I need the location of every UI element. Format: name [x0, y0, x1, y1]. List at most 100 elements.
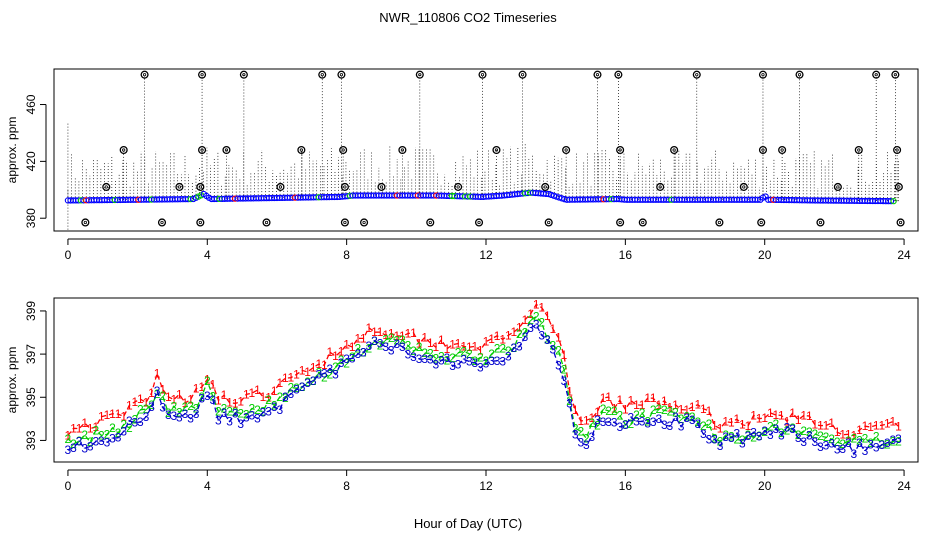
series-2-marker: 2	[472, 354, 479, 368]
series-1-marker: 1	[717, 422, 724, 436]
series-1-marker: 1	[594, 405, 601, 419]
top-outlier-point	[175, 182, 184, 191]
top-outlier-point	[340, 182, 349, 191]
series-2-marker: 2	[388, 331, 395, 345]
series-1-marker: 1	[159, 382, 166, 396]
series-1-marker: 1	[338, 344, 345, 358]
series-1-marker: 1	[449, 338, 456, 352]
series-2-marker: 2	[254, 403, 261, 417]
series-1-marker: 1	[299, 363, 306, 377]
series-2-marker: 2	[81, 428, 88, 442]
series-3-marker: 3	[354, 347, 361, 361]
top-outlier-point	[398, 145, 407, 155]
series-1-marker: 1	[271, 384, 278, 398]
series-1-marker: 1	[778, 408, 785, 422]
series-2-marker: 2	[332, 360, 339, 374]
series-1-marker: 1	[438, 333, 445, 347]
series-1-marker: 1	[182, 396, 189, 410]
series-2-marker: 2	[98, 428, 105, 442]
series-3-marker: 3	[555, 359, 562, 373]
series-3-marker: 3	[650, 415, 657, 429]
series-2-marker: 2	[761, 425, 768, 439]
series-1-marker: 1	[828, 416, 835, 430]
series-2-marker: 2	[594, 418, 601, 432]
series-1-marker: 1	[170, 393, 177, 407]
series-3-marker: 3	[533, 318, 540, 332]
series-2-marker: 2	[104, 427, 111, 441]
series-1-marker: 1	[187, 393, 194, 407]
series-1-marker: 1	[87, 422, 94, 436]
series-3-marker: 3	[293, 383, 300, 397]
series-1-marker: 1	[243, 387, 250, 401]
series-2-marker: 2	[583, 431, 590, 445]
series-2: 2222222222222222222222222222222222222222…	[65, 310, 903, 452]
series-1-marker: 1	[655, 398, 662, 412]
bottom-x-tick-label: 24	[897, 479, 911, 493]
series-1-marker: 1	[839, 428, 846, 442]
series-2-marker: 2	[834, 435, 841, 449]
series-1-marker: 1	[249, 386, 256, 400]
series-2-marker: 2	[349, 350, 356, 364]
series-3-marker: 3	[249, 408, 256, 422]
series-2-marker: 2	[516, 327, 523, 341]
series-3-marker: 3	[572, 428, 579, 442]
series-3-marker: 3	[538, 328, 545, 342]
series-2-marker: 2	[867, 436, 874, 450]
series-3-marker: 3	[343, 352, 350, 366]
series-2-marker: 2	[366, 342, 373, 356]
series-2-marker: 2	[215, 405, 222, 419]
top-outlier-point	[196, 218, 205, 227]
series-2-marker: 2	[210, 390, 217, 404]
series-2-marker: 2	[711, 431, 718, 445]
series-1-marker: 1	[800, 409, 807, 423]
series-1-marker: 1	[661, 394, 668, 408]
series-2-marker: 2	[477, 350, 484, 364]
series-2-marker: 2	[628, 417, 635, 431]
series-3-marker: 3	[271, 400, 278, 414]
series-3-marker: 3	[689, 413, 696, 427]
series-3-marker: 3	[722, 430, 729, 444]
series-1-marker: 1	[538, 301, 545, 315]
series-3-marker: 3	[867, 437, 874, 451]
series-3-marker: 3	[605, 415, 612, 429]
top-outlier-point	[377, 182, 386, 191]
top-x-tick-label: 12	[479, 248, 493, 262]
series-1-marker: 1	[65, 429, 72, 443]
series-2-marker: 2	[745, 428, 752, 442]
series-2-marker: 2	[845, 434, 852, 448]
series-2-marker: 2	[120, 418, 127, 432]
series-1-marker: 1	[650, 391, 657, 405]
series-3-marker: 3	[494, 354, 501, 368]
series-3-marker: 3	[193, 407, 200, 421]
series-3-marker: 3	[544, 333, 551, 347]
series-3-marker: 3	[694, 417, 701, 431]
series-1-marker: 1	[616, 393, 623, 407]
series-3-marker: 3	[594, 413, 601, 427]
series-1-marker: 1	[460, 340, 467, 354]
series-1-marker: 1	[856, 423, 863, 437]
series-1-marker: 1	[561, 348, 568, 362]
series-2-marker: 2	[700, 419, 707, 433]
series-2-marker: 2	[260, 405, 267, 419]
series-1-marker: 1	[360, 331, 367, 345]
series-3-marker: 3	[505, 350, 512, 364]
series-2-marker: 2	[851, 432, 858, 446]
top-outlier-points	[81, 70, 905, 227]
series-2-marker: 2	[221, 401, 228, 415]
series-1-marker: 1	[806, 409, 813, 423]
series-2-marker: 2	[488, 347, 495, 361]
series-1-marker: 1	[92, 420, 99, 434]
series-3-marker: 3	[432, 357, 439, 371]
series-3-marker: 3	[98, 434, 105, 448]
top-outlier-point	[276, 182, 285, 191]
series-1-marker: 1	[98, 410, 105, 424]
top-outlier-point	[816, 218, 825, 227]
series-3-marker: 3	[789, 422, 796, 436]
series-2-marker: 2	[639, 406, 646, 420]
series-3-marker: 3	[655, 412, 662, 426]
series-2-marker: 2	[795, 428, 802, 442]
series-2-marker: 2	[644, 414, 651, 428]
series-3-marker: 3	[232, 406, 239, 420]
bottom-x-tick-label: 12	[479, 479, 493, 493]
top-outlier-point	[562, 145, 571, 155]
